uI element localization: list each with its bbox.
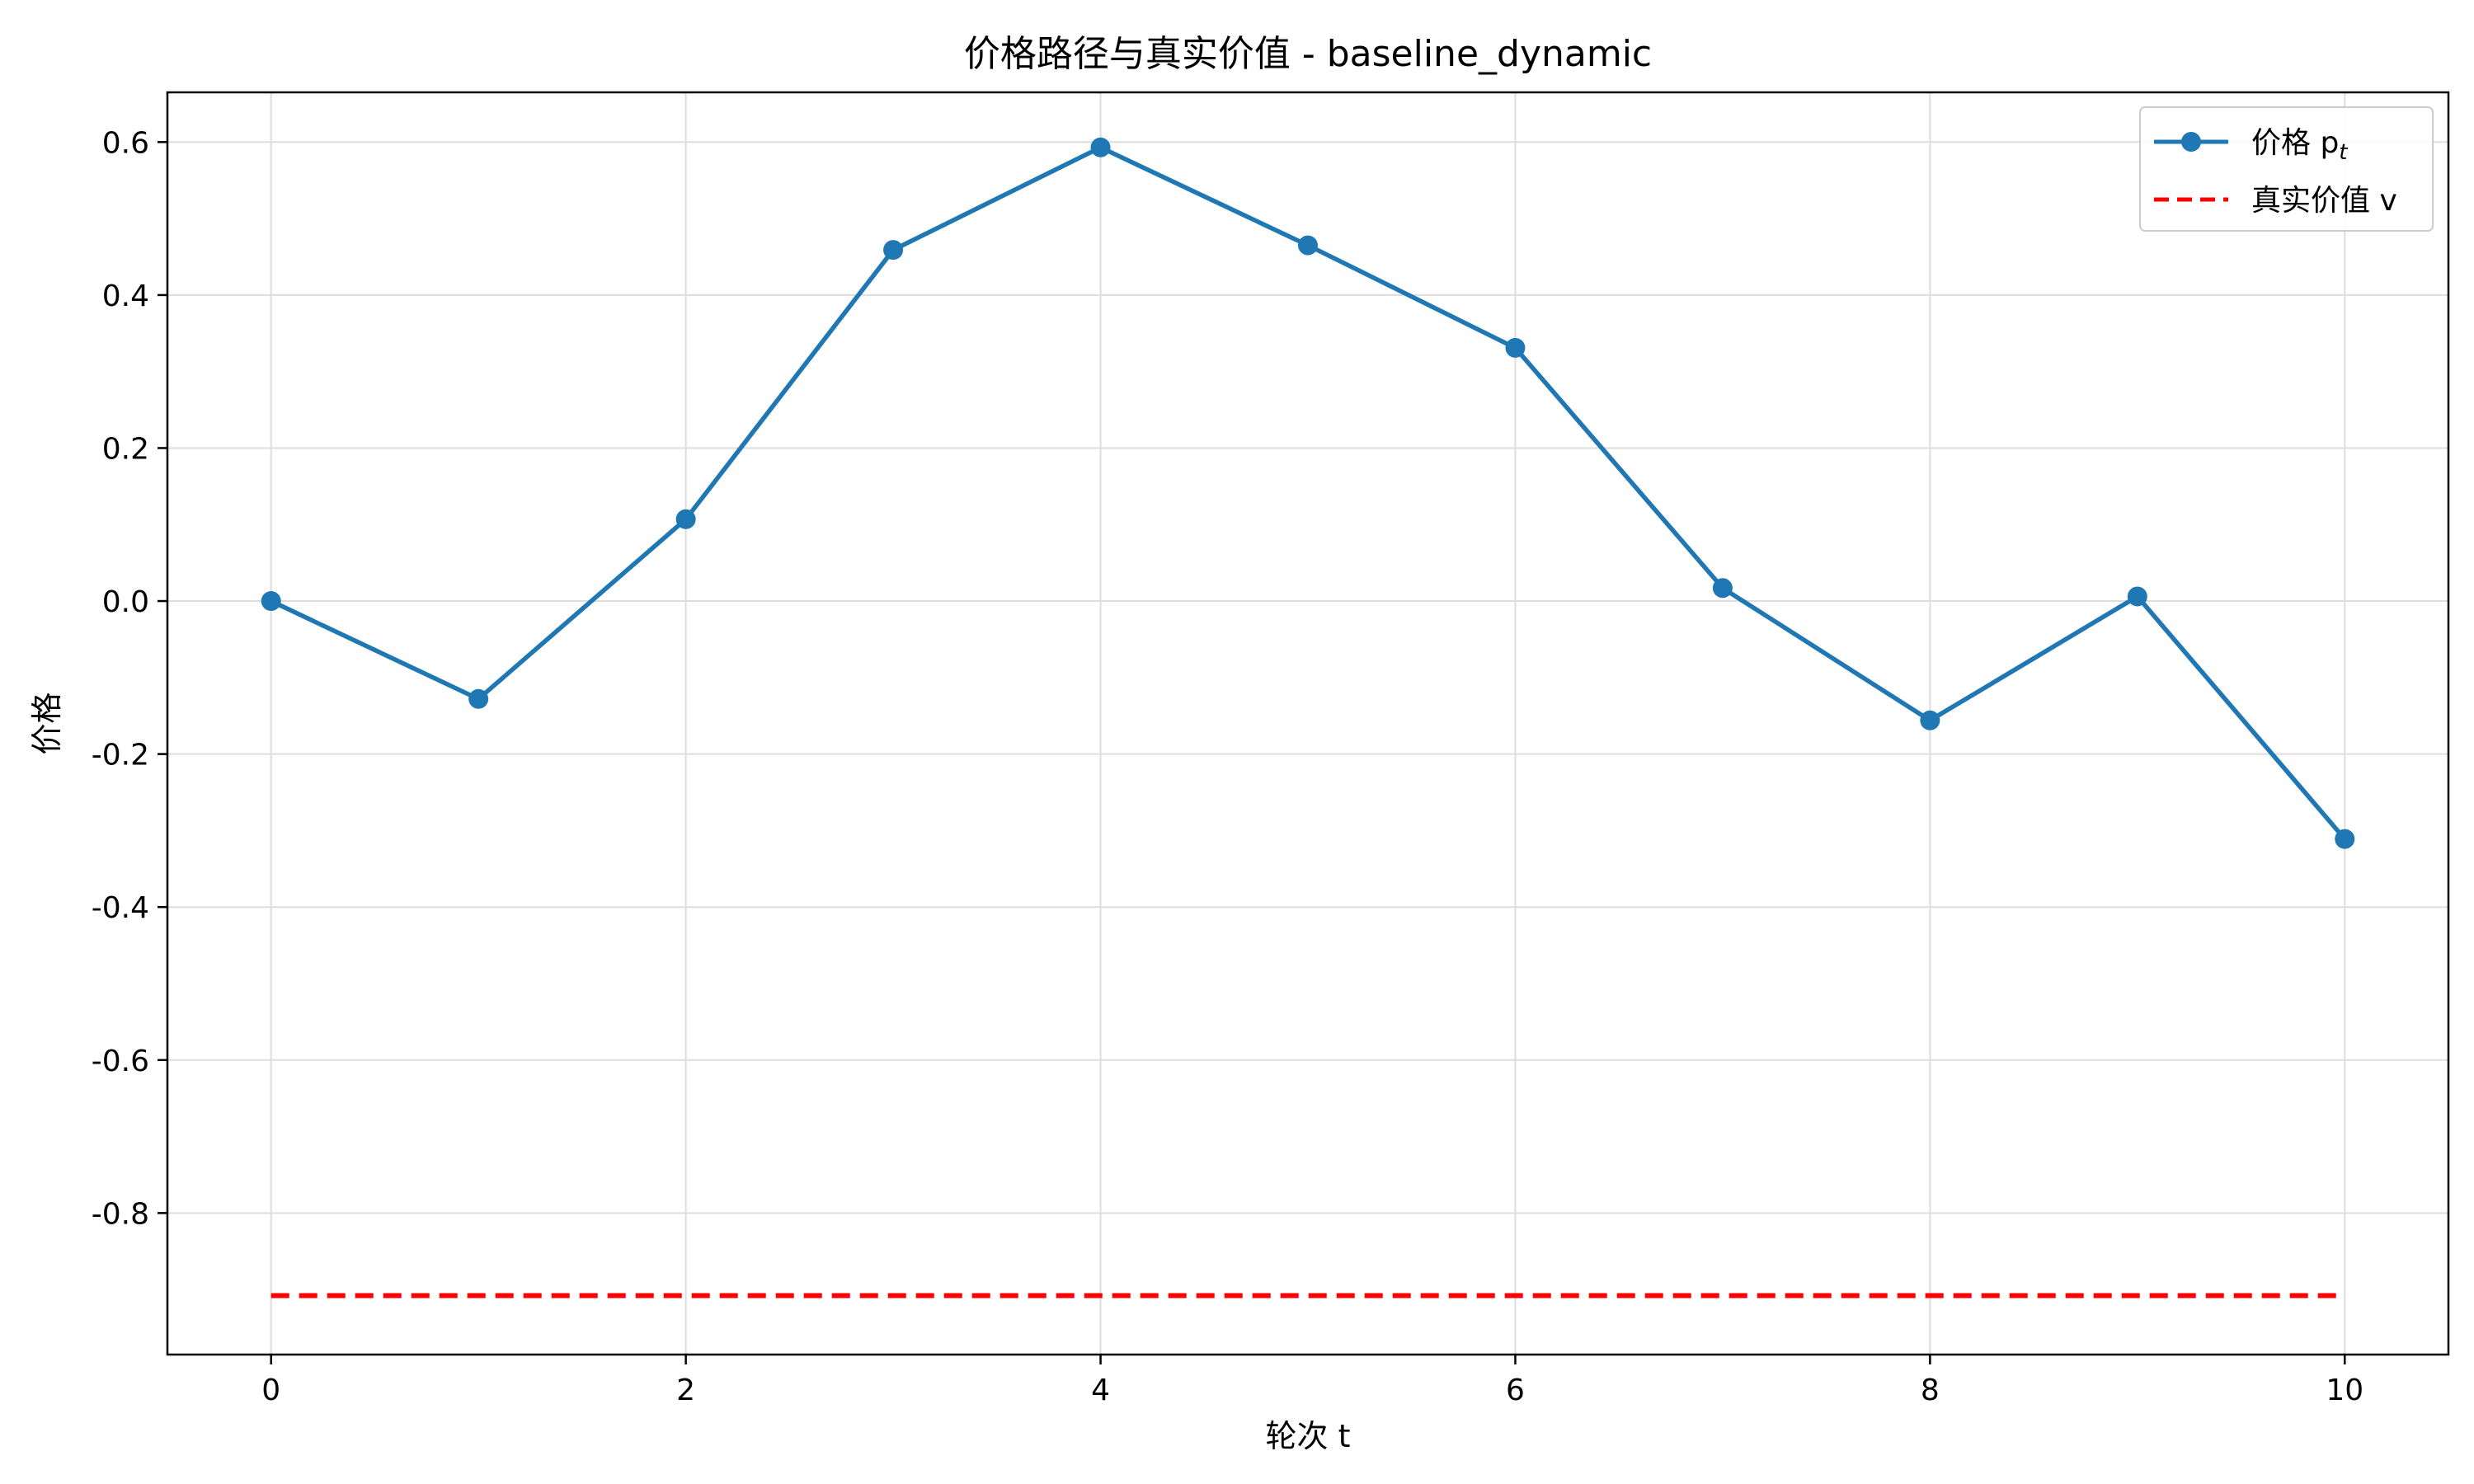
legend-marker-price [2181,132,2201,152]
x-tick-label: 10 [2326,1374,2363,1407]
y-tick-label: 0.4 [102,279,149,313]
price-point [261,591,281,612]
x-tick-label: 2 [676,1374,695,1407]
x-tick-label: 6 [1506,1374,1525,1407]
x-tick-label: 4 [1091,1374,1110,1407]
price-point [1505,337,1526,358]
y-tick-label: -0.6 [92,1045,149,1078]
x-tick-label: 0 [261,1374,280,1407]
legend-label-price-subscript: t [2339,140,2348,165]
y-tick-label: 0.6 [102,126,149,160]
price-point [2127,586,2147,607]
chart-title: 价格路径与真实价值 - baseline_dynamic [964,33,1652,75]
grid-lines [167,92,2448,1355]
price-point [675,509,696,529]
series-layer [261,137,2355,1298]
price-point [1920,710,1940,730]
legend: 价格 pt 真实价值 v [2139,106,2434,232]
x-tick-label: 8 [1921,1374,1940,1407]
price-point [883,240,904,261]
legend-label-true-value: 真实价值 v [2251,184,2397,218]
plot-frame [166,91,2450,1356]
axis-ticks: 0 2 4 6 8 10 -0.8 -0.6 -0.4 -0.2 0.0 0.2 0.4 0.6 [92,126,2363,1407]
legend-label-price: 价格 pt [2251,126,2348,165]
y-tick-label: -0.4 [92,891,149,925]
y-tick-label: -0.8 [92,1197,149,1231]
price-point [468,688,489,709]
legend-label-price-main: 价格 p [2251,126,2339,160]
price-point [1712,578,1733,599]
x-axis-label: 轮次 t [1266,1418,1351,1454]
price-point [1090,137,1111,157]
price-point [1298,235,1318,256]
y-tick-label: 0.0 [102,585,149,619]
price-point [2335,829,2355,849]
y-axis-label: 价格 [29,692,65,754]
y-tick-label: 0.2 [102,432,149,466]
y-tick-label: -0.2 [92,739,149,773]
